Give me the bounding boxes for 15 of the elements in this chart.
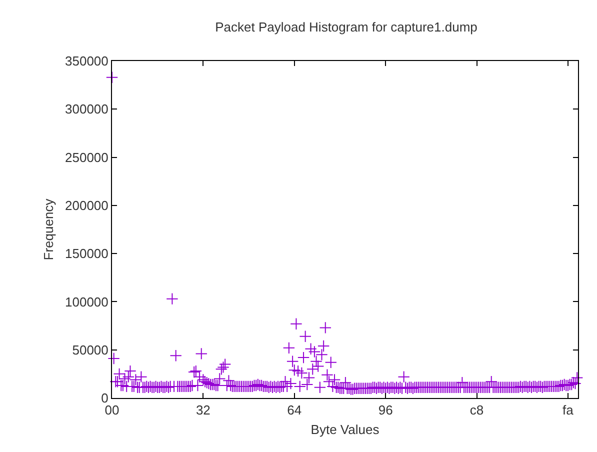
- x-tick-label: 64: [287, 402, 302, 418]
- y-tick-label: 250000: [65, 150, 108, 165]
- x-axis-title: Byte Values: [310, 422, 380, 438]
- y-axis-title: Frequency: [40, 198, 56, 260]
- x-tick-label: 32: [196, 402, 210, 418]
- x-tick-label: fa: [562, 402, 574, 418]
- y-tick-label: 100000: [65, 294, 108, 310]
- y-tick-label: 150000: [65, 246, 108, 262]
- y-tick-label: 300000: [65, 102, 108, 117]
- y-tick-label: 350000: [65, 54, 108, 69]
- y-tick-label: 50000: [72, 342, 108, 358]
- chart-title: Packet Payload Histogram for capture1.dump: [215, 20, 478, 35]
- x-tick-label: c8: [470, 402, 484, 418]
- y-tick-label: 200000: [65, 198, 108, 213]
- x-tick-label: 96: [378, 402, 393, 418]
